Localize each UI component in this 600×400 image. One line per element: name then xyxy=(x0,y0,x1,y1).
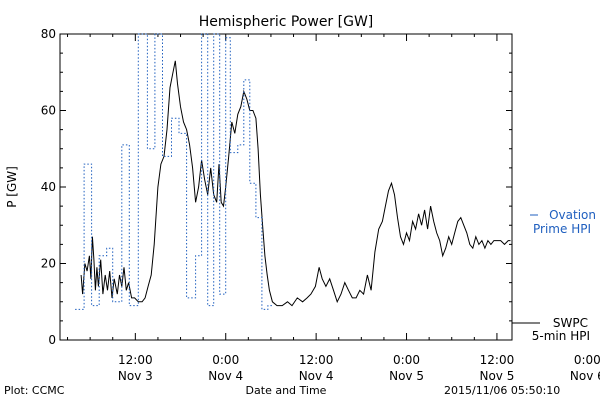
x-tick-label-date: Nov 6 xyxy=(570,369,600,383)
x-tick-label-time: 0:00 xyxy=(393,353,420,367)
y-tick-label: 40 xyxy=(41,180,56,194)
y-axis-label: P [GW] xyxy=(5,166,19,208)
x-axis-ticks: 12:00 Nov 3 0:00 Nov 4 12:00 Nov 4 0:00 Nov 5 12… xyxy=(67,34,600,383)
x-tick-label-date: Nov 4 xyxy=(208,369,243,383)
y-tick-label: 60 xyxy=(41,104,56,118)
legend-ovation-line2: Prime HPI xyxy=(533,222,591,236)
y-tick-label: 80 xyxy=(41,27,56,41)
legend: Ovation Prime HPI SWPC 5-min HPI xyxy=(512,208,596,343)
y-tick-label: 0 xyxy=(48,333,56,347)
legend-ovation-line1: Ovation xyxy=(549,208,596,222)
x-tick-label-date: Nov 5 xyxy=(479,369,514,383)
series-swpc-line xyxy=(80,60,511,307)
legend-swpc-line1: SWPC xyxy=(553,316,588,330)
chart-title: Hemispheric Power [GW] xyxy=(199,14,374,30)
x-tick-label-time: 12:00 xyxy=(299,353,334,367)
series-ovation-line xyxy=(75,33,274,310)
y-tick-label: 20 xyxy=(41,257,56,271)
plot-series xyxy=(75,33,511,310)
footer-timestamp: 2015/11/06 05:50:10 xyxy=(444,384,560,397)
y-axis-ticks: 0 20 40 60 80 xyxy=(41,27,512,347)
footer-plot-credit: Plot: CCMC xyxy=(4,384,65,397)
x-tick-label-time: 0:00 xyxy=(574,353,600,367)
x-tick-label-date: Nov 4 xyxy=(299,369,334,383)
x-tick-label-date: Nov 5 xyxy=(389,369,424,383)
legend-swpc-line2: 5-min HPI xyxy=(532,329,590,343)
x-tick-label-date: Nov 3 xyxy=(118,369,153,383)
plot-area-frame xyxy=(59,33,513,341)
x-axis-label: Date and Time xyxy=(246,384,327,397)
x-tick-label-time: 12:00 xyxy=(480,353,515,367)
x-tick-label-time: 12:00 xyxy=(118,353,153,367)
x-tick-label-time: 0:00 xyxy=(212,353,239,367)
